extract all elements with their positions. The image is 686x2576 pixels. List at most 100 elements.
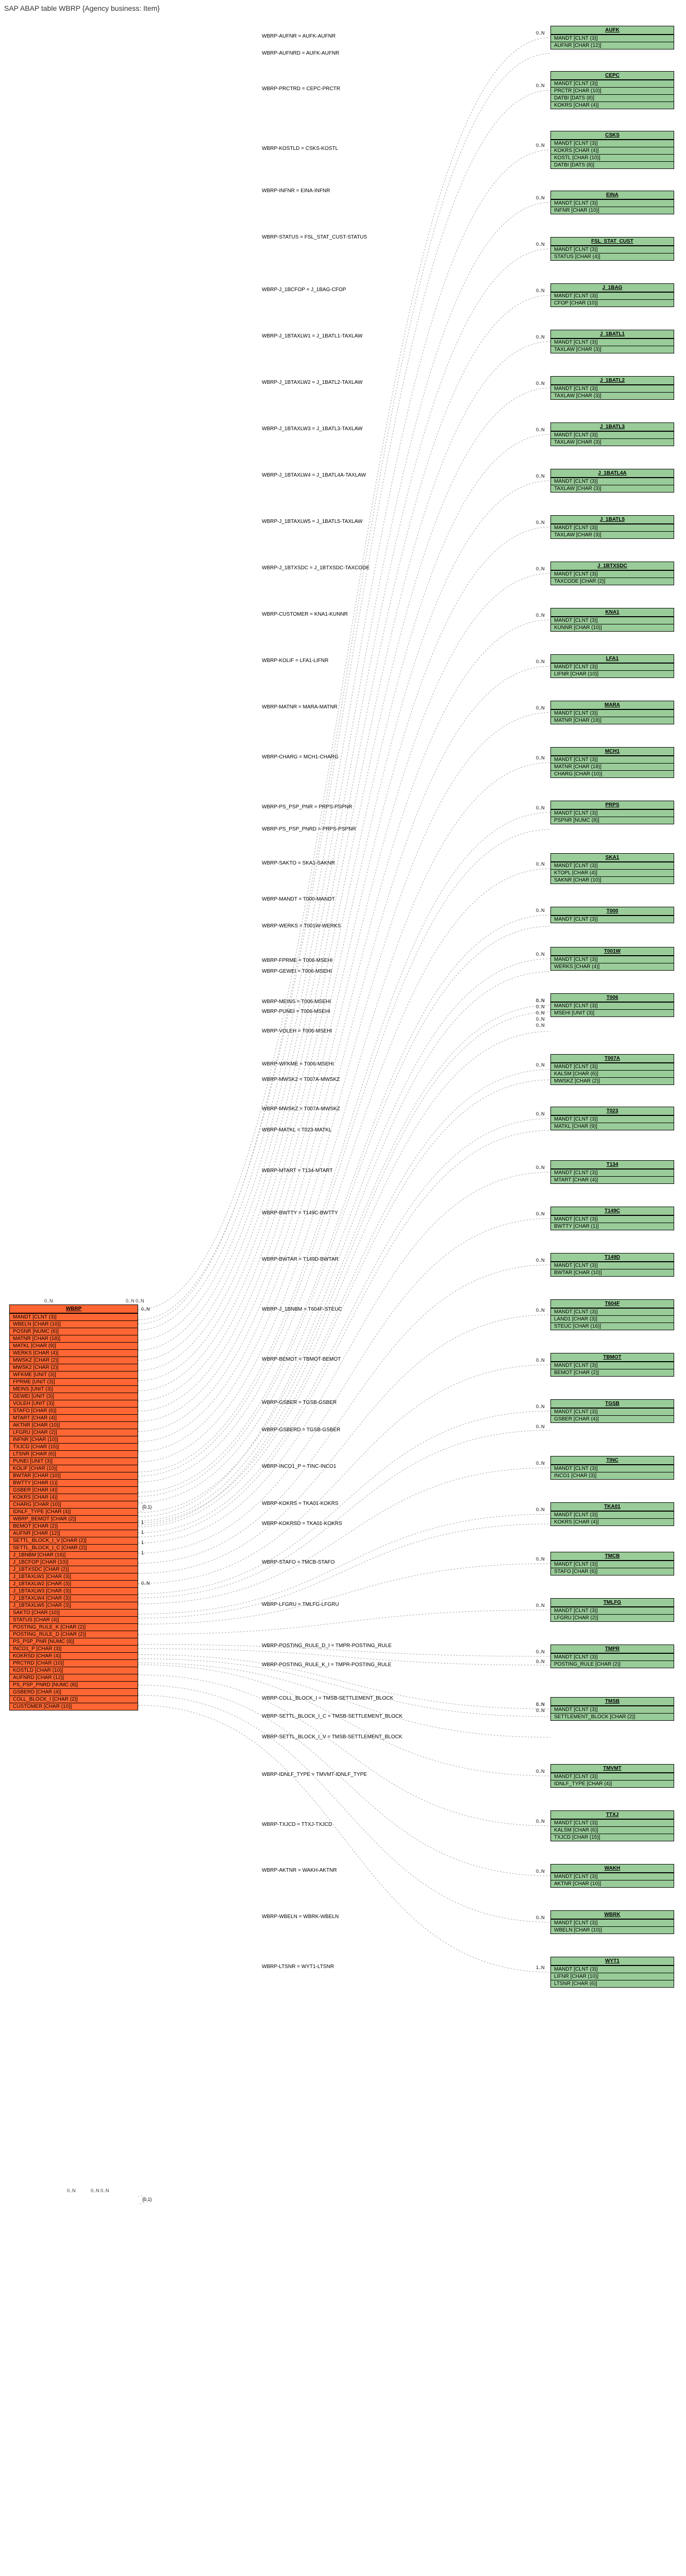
entity-row: MANDT [CLNT (3)] xyxy=(551,1706,674,1713)
entity-header: J_1BATL2 xyxy=(551,377,674,385)
entity-row: MANDT [CLNT (3)] xyxy=(551,199,674,207)
edge-label: WBRP-MATKL = T023-MATKL xyxy=(262,1127,332,1133)
entity-header: T134 xyxy=(551,1161,674,1169)
entity-row: POSTING_RULE_D [CHAR (2)] xyxy=(10,1631,138,1638)
edge-label: WBRP-PS_PSP_PNR = PRPS-PSPNR xyxy=(262,804,352,810)
entity-header: WBRK xyxy=(551,1911,674,1919)
edge-label: 1 xyxy=(141,1550,144,1555)
entity-row: TXJCD [CHAR (15)] xyxy=(551,1834,674,1841)
entity-t149d: T149DMANDT [CLNT (3)]BWTAR [CHAR (10)] xyxy=(550,1253,674,1277)
entity-prps: PRPSMANDT [CLNT (3)]PSPNR [NUMC (8)] xyxy=(550,801,674,824)
entity-t001w: T001WMANDT [CLNT (3)]WERKS [CHAR (4)] xyxy=(550,947,674,971)
edge-label: WBRP-SAKTO = SKA1-SAKNR xyxy=(262,860,335,866)
edge-label: 0..N xyxy=(536,861,545,867)
edge-label: 0..N xyxy=(536,1869,545,1874)
entity-wakh: WAKHMANDT [CLNT (3)]AKTNR [CHAR (10)] xyxy=(550,1864,674,1888)
entity-row: STATUS [CHAR (4)] xyxy=(551,253,674,260)
edge-label: WBRP-J_1BTAXLW5 = J_1BATL5-TAXLAW xyxy=(262,519,362,524)
entity-row: MANDT [CLNT (3)] xyxy=(551,1965,674,1973)
entity-mch1: MCH1MANDT [CLNT (3)]MATNR [CHAR (18)]CHA… xyxy=(550,747,674,778)
edge-label: 0..N xyxy=(536,952,545,957)
entity-row: MWSK2 [CHAR (2)] xyxy=(10,1364,138,1371)
edge-label: 0..N xyxy=(536,1708,545,1713)
edge-label: WBRP-MANDT = T000-MANDT xyxy=(262,896,335,902)
edge-label: 0..N xyxy=(536,1004,545,1009)
entity-header: J_1BATL3 xyxy=(551,423,674,431)
entity-header: T001W xyxy=(551,947,674,956)
entity-j_1batl5: J_1BATL5MANDT [CLNT (3)]TAXLAW [CHAR (3)… xyxy=(550,515,674,539)
entity-tinc: TINCMANDT [CLNT (3)]INCO1 [CHAR (3)] xyxy=(550,1456,674,1480)
entity-row: PRCTRD [CHAR (10)] xyxy=(10,1659,138,1667)
entity-row: MATKL [CHAR (9)] xyxy=(551,1123,674,1130)
entity-row: MANDT [CLNT (3)] xyxy=(551,1511,674,1518)
entity-row: FPRME [UNIT (3)] xyxy=(10,1378,138,1385)
entity-header: MCH1 xyxy=(551,748,674,756)
entity-t604f: T604FMANDT [CLNT (3)]LAND1 [CHAR (3)]STE… xyxy=(550,1299,674,1330)
entity-t000: T000MANDT [CLNT (3)] xyxy=(550,907,674,923)
entity-wbrk: WBRKMANDT [CLNT (3)]WBELN [CHAR (10)] xyxy=(550,1910,674,1934)
edge-label: 0..N xyxy=(536,908,545,913)
edge-label: 0..N xyxy=(536,1111,545,1116)
edge-label: 0..N xyxy=(536,520,545,525)
entity-row: MANDT [CLNT (3)] xyxy=(551,1561,674,1568)
edge-label: 1 xyxy=(141,1520,144,1525)
entity-row: MANDT [CLNT (3)] xyxy=(551,709,674,717)
edge-label: 0..N 0..N xyxy=(91,2188,109,2193)
entity-row: CHARG [CHAR (10)] xyxy=(10,1501,138,1508)
edge-label: WBRP-AUFNR = AUFK-AUFNR xyxy=(262,33,336,39)
entity-row: POSNR [NUMC (6)] xyxy=(10,1328,138,1335)
entity-row: BWTAR [CHAR (10)] xyxy=(10,1472,138,1479)
entity-header: TMPR xyxy=(551,1645,674,1653)
entity-row: MANDT [CLNT (3)] xyxy=(551,1819,674,1826)
edge-label: WBRP-AUFNRD = AUFK-AUFNR xyxy=(262,50,339,56)
entity-lfa1: LFA1MANDT [CLNT (3)]LIFNR [CHAR (10)] xyxy=(550,654,674,678)
edge-label: 0..N xyxy=(67,2188,76,2193)
entity-row: BEMOT [CHAR (2)] xyxy=(551,1369,674,1376)
entity-tmpr: TMPRMANDT [CLNT (3)]POSTING_RULE [CHAR (… xyxy=(550,1645,674,1668)
entity-mara: MARAMANDT [CLNT (3)]MATNR [CHAR (18)] xyxy=(550,701,674,724)
entity-row: MATNR [CHAR (18)] xyxy=(551,763,674,770)
entity-row: CUSTOMER [CHAR (10)] xyxy=(10,1703,138,1710)
entity-row: MANDT [CLNT (3)] xyxy=(551,809,674,817)
edge-label: WBRP-POSTING_RULE_D_I = TMPR-POSTING_RUL… xyxy=(262,1643,392,1649)
entity-row: LIFNR [CHAR (10)] xyxy=(551,670,674,677)
entity-row: MANDT [CLNT (3)] xyxy=(551,431,674,438)
entity-row: MANDT [CLNT (3)] xyxy=(551,246,674,253)
entity-row: INCO1 [CHAR (3)] xyxy=(551,1472,674,1479)
edge-label: 0..N xyxy=(536,1649,545,1654)
entity-t006: T006MANDT [CLNT (3)]MSEHI [UNIT (3)] xyxy=(550,993,674,1017)
entity-header: TMVMT xyxy=(551,1765,674,1773)
entity-row: MATKL [CHAR (9)] xyxy=(10,1342,138,1349)
entity-j_1batl3: J_1BATL3MANDT [CLNT (3)]TAXLAW [CHAR (3)… xyxy=(550,422,674,446)
edge-label: 0..N xyxy=(536,1702,545,1707)
entity-ttxj: TTXJMANDT [CLNT (3)]KALSM [CHAR (6)]TXJC… xyxy=(550,1810,674,1841)
entity-t007a: T007AMANDT [CLNT (3)]KALSM [CHAR (6)]MWS… xyxy=(550,1054,674,1085)
edge-label: WBRP-BWTTY = T149C-BWTTY xyxy=(262,1210,338,1216)
entity-row: CFOP [CHAR (10)] xyxy=(551,299,674,307)
entity-row: TAXLAW [CHAR (3)] xyxy=(551,438,674,446)
entity-row: MANDT [CLNT (3)] xyxy=(551,1115,674,1123)
edge-label: 0..N xyxy=(536,473,545,479)
entity-header: T149D xyxy=(551,1253,674,1262)
edge-label: 0..N xyxy=(536,755,545,760)
edge-label: WBRP-INCO1_P = TINC-INCO1 xyxy=(262,1464,336,1469)
edge-label: WBRP-POSTING_RULE_K_I = TMPR-POSTING_RUL… xyxy=(262,1662,391,1668)
entity-header: J_1BTXSDC xyxy=(551,562,674,570)
edge-label: 0..N xyxy=(536,1461,545,1466)
entity-row: STEUC [CHAR (16)] xyxy=(551,1323,674,1330)
entity-header: KNA1 xyxy=(551,608,674,617)
edge-label: WBRP-VOLEH = T006-MSEHI xyxy=(262,1028,332,1034)
edge-label: WBRP-SETTL_BLOCK_I_C = TMSB-SETTLEMENT_B… xyxy=(262,1714,403,1719)
entity-header: J_1BATL5 xyxy=(551,516,674,524)
entity-row: MANDT [CLNT (3)] xyxy=(551,1308,674,1315)
edge-label: WBRP-CHARG = MCH1-CHARG xyxy=(262,754,339,760)
entity-row: BEMOT [CHAR (2)] xyxy=(10,1522,138,1530)
entity-eina: EINAMANDT [CLNT (3)]INFNR [CHAR (10)] xyxy=(550,191,674,214)
entity-row: WFKME [UNIT (3)] xyxy=(10,1371,138,1378)
entity-row: PUNEI [UNIT (3)] xyxy=(10,1458,138,1465)
entity-row: KTOPL [CHAR (4)] xyxy=(551,869,674,876)
entity-wbrp: WBRPMANDT [CLNT (3)]WBELN [CHAR (10)]POS… xyxy=(9,1304,138,1710)
edge-label: WBRP-J_1BTXSDC = J_1BTXSDC-TAXCODE xyxy=(262,565,370,571)
edge-label: 0..N xyxy=(536,1915,545,1920)
entity-row: MANDT [CLNT (3)] xyxy=(551,478,674,485)
